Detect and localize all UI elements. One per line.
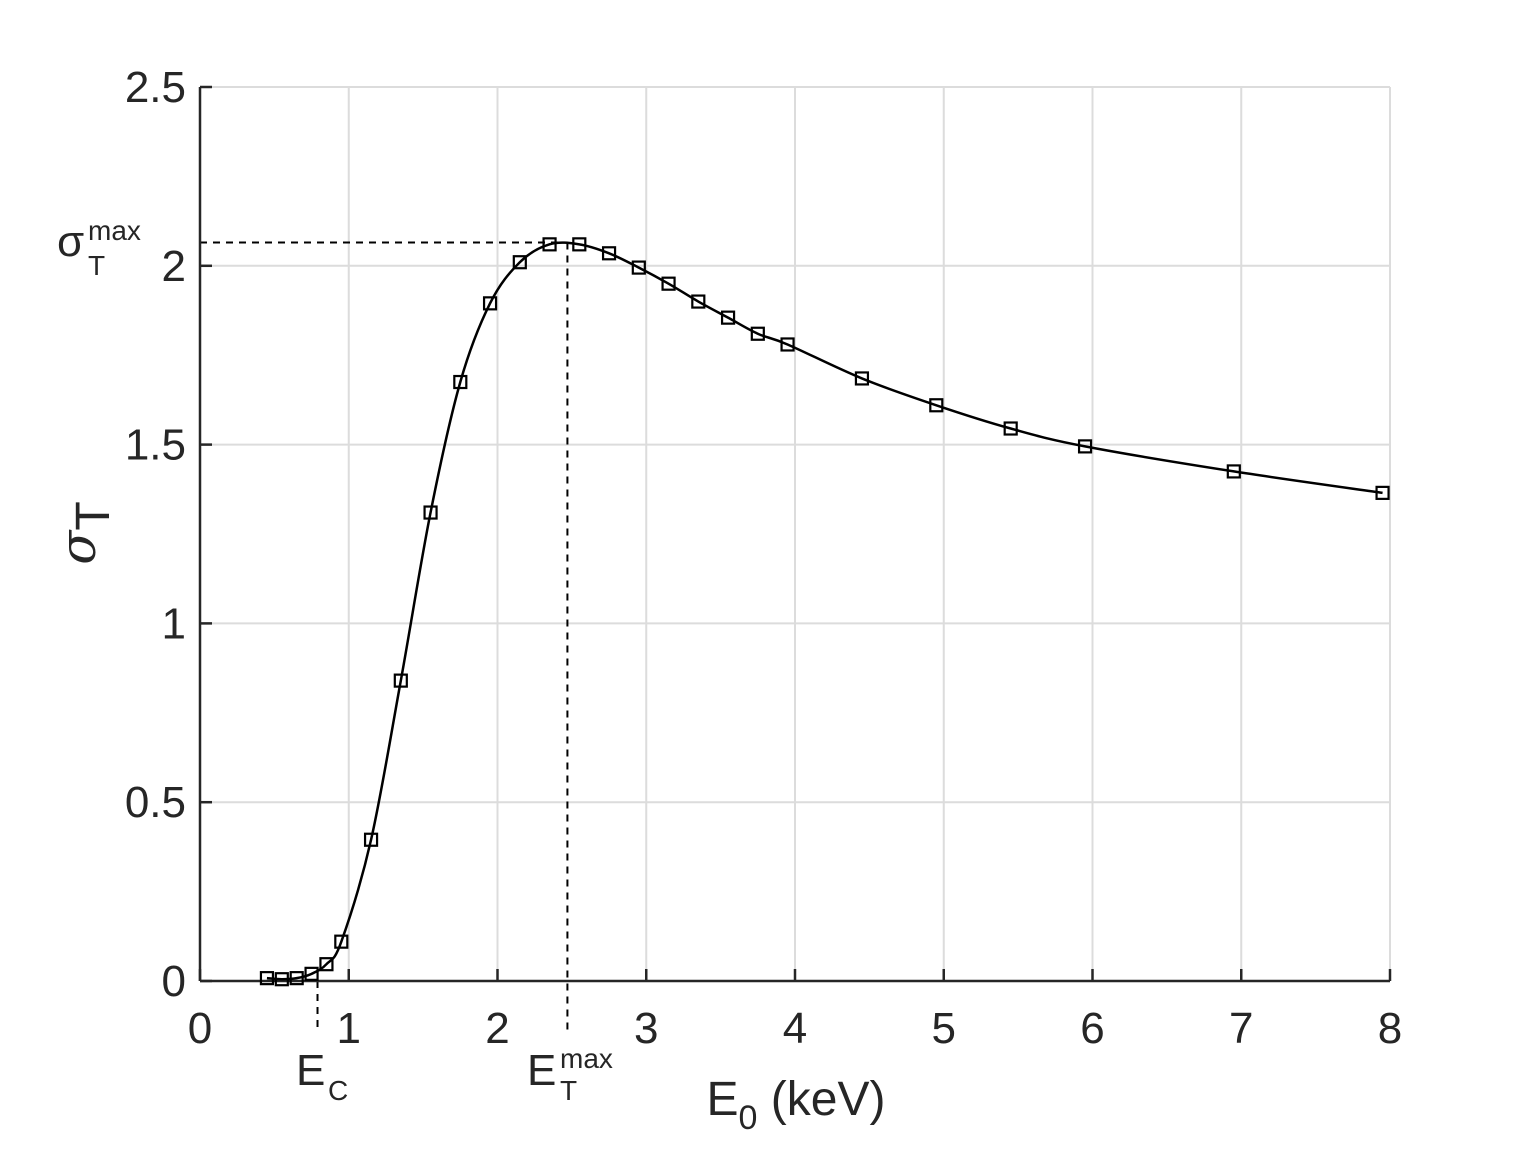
data-point-marker — [854, 371, 870, 386]
e-max-sub: T — [560, 1075, 577, 1106]
axes: 0 1 2 3 4 5 6 7 8 0 0.5 1 1.5 2 2.5 — [125, 63, 1402, 1053]
data-point-marker — [720, 310, 736, 325]
data-point-marker — [334, 934, 349, 949]
data-point-marker — [363, 832, 379, 847]
data-point-marker — [274, 972, 289, 987]
x-tick-label: 1 — [337, 1004, 361, 1053]
e-max-annotation: E max T — [527, 1043, 613, 1106]
e-max-symbol: E — [527, 1046, 556, 1095]
x-tick-label: 6 — [1080, 1004, 1104, 1053]
x-axis-label: E0 (keV) — [707, 1073, 886, 1137]
y-tick-label: 0.5 — [125, 778, 186, 827]
data-point-marker — [1077, 439, 1093, 454]
x-tick-label: 4 — [783, 1004, 807, 1053]
sigma-max-sup: max — [88, 215, 141, 246]
y-tick-label: 1 — [162, 599, 186, 648]
sigma-max-annotation: σ max T — [57, 215, 141, 281]
data-point-marker — [304, 966, 319, 981]
y-axis-label: σT — [49, 501, 120, 564]
data-point-marker — [1003, 421, 1018, 436]
data-point-marker — [601, 246, 617, 261]
x-tick-label: 8 — [1378, 1004, 1402, 1053]
data-point-marker — [631, 260, 646, 275]
labels: σT E0 (keV) σ max T E max T E C — [49, 215, 885, 1137]
data-point-marker — [512, 255, 527, 270]
e-c-sub: C — [328, 1075, 348, 1106]
data-point-marker — [1375, 485, 1390, 500]
x-tick-label: 7 — [1229, 1004, 1253, 1053]
e-c-symbol: E — [296, 1046, 325, 1095]
y-tick-label: 2 — [162, 242, 186, 291]
data-point-marker — [423, 505, 438, 520]
data-point-marker — [393, 673, 408, 688]
sigma-max-symbol: σ — [57, 217, 84, 266]
e-c-annotation: E C — [296, 1046, 348, 1106]
data-series — [259, 237, 1390, 987]
data-point-marker — [319, 957, 334, 972]
x-tick-label: 0 — [188, 1004, 212, 1053]
y-tick-label: 2.5 — [125, 63, 186, 112]
data-point-marker — [572, 237, 587, 252]
data-point-marker — [929, 398, 944, 413]
data-point-marker — [661, 276, 676, 291]
y-tick-label: 0 — [162, 957, 186, 1006]
data-point-marker — [691, 294, 706, 309]
reference-lines — [200, 241, 569, 1033]
sigma-max-sub: T — [88, 250, 105, 281]
data-point-marker — [780, 337, 795, 352]
x-tick-label: 3 — [634, 1004, 658, 1053]
data-point-marker — [1226, 464, 1241, 479]
data-point-marker — [453, 374, 468, 390]
data-point-marker — [482, 296, 498, 311]
data-point-marker — [259, 971, 275, 986]
e-max-sup: max — [560, 1043, 613, 1074]
data-point-marker — [750, 326, 765, 341]
series-line — [266, 241, 1383, 981]
y-tick-label: 1.5 — [125, 421, 186, 470]
grid-lines — [200, 86, 1391, 981]
x-tick-label: 2 — [485, 1004, 509, 1053]
x-tick-label: 5 — [932, 1004, 956, 1053]
data-point-marker — [289, 971, 304, 986]
data-point-marker — [542, 237, 557, 252]
